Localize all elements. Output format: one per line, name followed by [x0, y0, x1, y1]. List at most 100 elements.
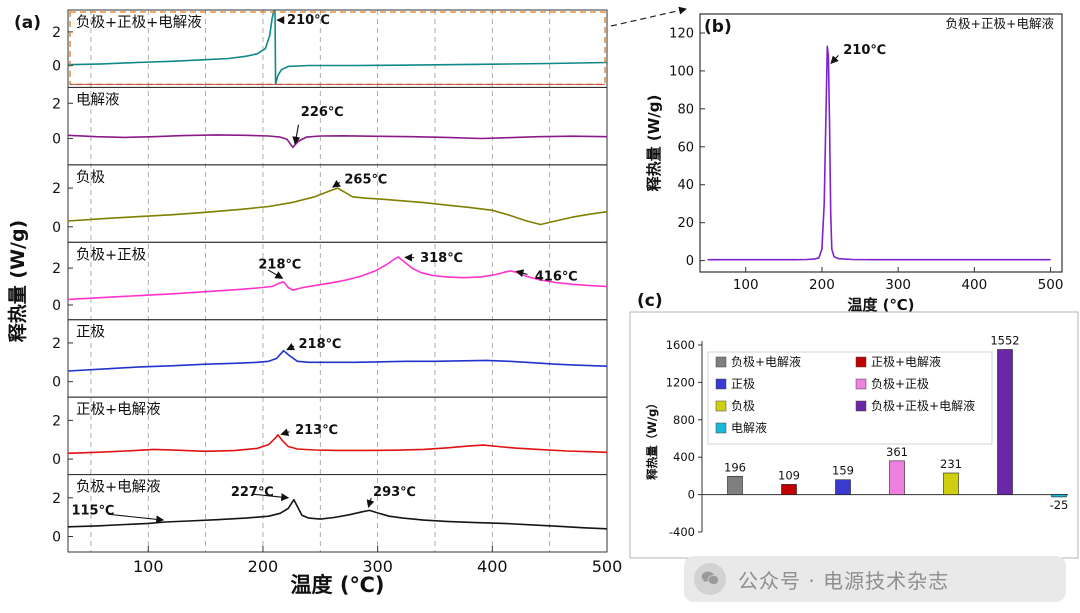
- y-tick-label: 800: [673, 413, 695, 427]
- curve-0: [67, 9, 608, 85]
- bar-2: [835, 479, 851, 495]
- callout-arrow: [610, 6, 687, 27]
- watermark-text: 公众号 · 电源技术杂志: [738, 568, 950, 593]
- annotation-arrow: [332, 179, 341, 188]
- peak-annotation: 227℃: [231, 485, 274, 500]
- peak-annotation: 293℃: [373, 485, 416, 500]
- legend-item-label: 负极: [731, 399, 755, 413]
- y-tick-label: 120: [669, 26, 694, 41]
- y-axis-label: 释热量（W/g）: [645, 397, 659, 480]
- bar-value: -25: [1050, 498, 1069, 512]
- bar-value: 361: [886, 445, 908, 459]
- bar-3: [889, 460, 905, 495]
- y-tick-label: 0: [688, 488, 695, 502]
- subplot-frame: [67, 86, 608, 166]
- annotation-arrow: [292, 124, 301, 145]
- y-tick-label: -400: [669, 525, 695, 539]
- wechat-icon-glyph: [701, 571, 719, 585]
- annotation-arrow: [366, 497, 375, 509]
- bar-0: [727, 475, 743, 495]
- subplot-frame: [67, 164, 608, 243]
- x-tick-label: 400: [477, 557, 508, 576]
- curve-label: 负极+正极: [76, 246, 147, 263]
- bar-value: 109: [778, 468, 800, 482]
- curve-label: 负极+正极+电解液: [76, 14, 202, 31]
- panel-c-label: (c): [637, 291, 663, 311]
- y-tick-label: 60: [677, 140, 694, 155]
- y-tick-label: 0: [52, 375, 61, 391]
- y-tick-label: 2: [52, 96, 61, 112]
- x-tick-label: 200: [248, 557, 279, 576]
- y-tick-label: 2: [52, 181, 61, 197]
- y-tick-label: 2: [52, 413, 61, 429]
- legend-box: [707, 351, 993, 445]
- y-tick-label: 0: [52, 131, 61, 147]
- curve-2: [67, 187, 608, 226]
- y-tick-label: 0: [52, 530, 61, 546]
- y-tick-label: 400: [673, 450, 695, 464]
- y-tick-label: 0: [52, 220, 61, 236]
- y-tick-label: 1200: [666, 375, 695, 389]
- curve-label: 电解液: [76, 91, 120, 108]
- legend-swatch: [715, 422, 727, 434]
- legend-item-label: 正极+电解液: [871, 354, 941, 369]
- legend-swatch: [715, 400, 727, 412]
- x-tick-label: 200: [809, 277, 835, 293]
- legend-item-label: 负极+正极: [871, 377, 929, 391]
- annotation-arrow: [515, 269, 528, 278]
- curve-label: 正极: [76, 324, 105, 341]
- annotation-arrow: [286, 342, 296, 351]
- panel-b-label: (b): [704, 17, 732, 37]
- curve-1: [67, 134, 608, 149]
- legend-swatch: [715, 356, 727, 368]
- watermark: 公众号 · 电源技术杂志: [684, 556, 1066, 602]
- bar-value: 1552: [990, 333, 1019, 347]
- peak-annotation: 226℃: [301, 105, 344, 120]
- peak-annotation: 218℃: [299, 337, 342, 352]
- curve-4: [67, 349, 608, 372]
- x-tick-label: 400: [961, 277, 987, 293]
- x-tick-label: 300: [885, 277, 911, 293]
- wechat-icon: [694, 563, 726, 595]
- annotation-arrow: [280, 428, 290, 437]
- legend-swatch: [715, 378, 727, 390]
- x-axis-label: 温度 (℃): [291, 573, 385, 597]
- x-tick-label: 500: [592, 557, 623, 576]
- y-tick-label: 0: [52, 298, 61, 314]
- peak-annotation: 210℃: [843, 43, 886, 58]
- subplot-frame: [67, 319, 608, 398]
- y-axis-label: 释热量 (W/g): [645, 95, 663, 192]
- annotation-arrow: [253, 493, 290, 502]
- annotation-arrow: [108, 513, 165, 524]
- y-tick-label: 2: [52, 25, 61, 41]
- panel-a-label: (a): [14, 13, 41, 33]
- peak-annotation: 213℃: [295, 423, 338, 438]
- curve-label: 负极+电解液: [76, 479, 161, 496]
- panel-b: 0 20 40 60 80 100 120 100 200 300 400 500 负极+正极+电解液 (…: [645, 13, 1064, 314]
- subplot-frame: [67, 474, 608, 553]
- legend-item-label: 电解液: [731, 420, 767, 435]
- peak-annotation: 318℃: [420, 251, 463, 266]
- peak-annotation: 210℃: [287, 13, 330, 28]
- legend-item-label: 正极: [731, 377, 755, 391]
- x-tick-label: 500: [1038, 277, 1064, 293]
- x-tick-label: 300: [362, 557, 393, 576]
- x-tick-label: 100: [133, 557, 164, 576]
- legend-item-label: 负极+电解液: [731, 354, 801, 369]
- curve-3: [67, 256, 608, 301]
- legend-swatch: [855, 400, 867, 412]
- bar-6: [1051, 494, 1067, 498]
- annotation-arrow: [267, 269, 284, 279]
- peak-annotation: 416℃: [535, 269, 578, 284]
- legend-item-label: 负极+正极+电解液: [871, 398, 975, 413]
- panel-a: 0 2 负极+正极+电解液 210℃ 0 2 电解液 226℃ 0 2 负极 265℃ 0 2 负极+正极 2…: [6, 6, 687, 597]
- y-tick-label: 0: [52, 452, 61, 468]
- peak-annotation: 115℃: [71, 503, 114, 518]
- bar-value: 159: [832, 464, 854, 478]
- y-tick-label: 0: [686, 254, 694, 269]
- y-tick-label: 40: [677, 178, 694, 193]
- legend-swatch: [855, 356, 867, 368]
